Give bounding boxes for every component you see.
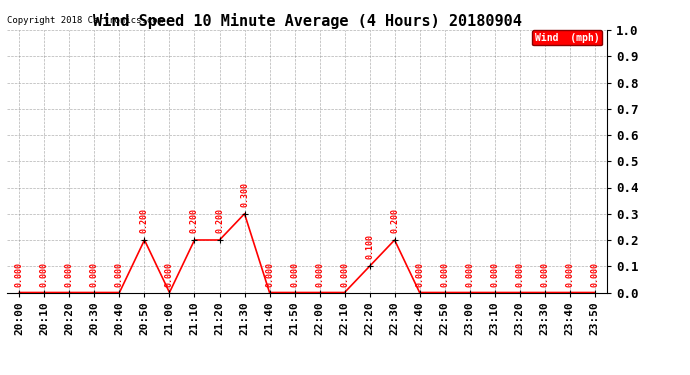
Text: 0.000: 0.000 <box>165 262 174 287</box>
Text: 0.000: 0.000 <box>440 262 449 287</box>
Text: 0.100: 0.100 <box>365 234 374 259</box>
Text: 0.200: 0.200 <box>215 208 224 233</box>
Text: 0.000: 0.000 <box>15 262 24 287</box>
Text: 0.000: 0.000 <box>465 262 474 287</box>
Text: 0.000: 0.000 <box>515 262 524 287</box>
Text: 0.000: 0.000 <box>340 262 349 287</box>
Text: 0.000: 0.000 <box>540 262 549 287</box>
Text: 0.000: 0.000 <box>290 262 299 287</box>
Text: 0.000: 0.000 <box>490 262 499 287</box>
Text: 0.000: 0.000 <box>90 262 99 287</box>
Text: Copyright 2018 Cartronics.com: Copyright 2018 Cartronics.com <box>7 16 163 25</box>
Text: 0.000: 0.000 <box>40 262 49 287</box>
Text: 0.000: 0.000 <box>65 262 74 287</box>
Text: 0.200: 0.200 <box>390 208 399 233</box>
Text: 0.300: 0.300 <box>240 182 249 207</box>
Text: 0.000: 0.000 <box>590 262 599 287</box>
Text: 0.000: 0.000 <box>565 262 574 287</box>
Legend: Wind  (mph): Wind (mph) <box>532 30 602 45</box>
Title: Wind Speed 10 Minute Average (4 Hours) 20180904: Wind Speed 10 Minute Average (4 Hours) 2… <box>92 13 522 29</box>
Text: 0.000: 0.000 <box>265 262 274 287</box>
Text: 0.000: 0.000 <box>415 262 424 287</box>
Text: 0.000: 0.000 <box>115 262 124 287</box>
Text: 0.000: 0.000 <box>315 262 324 287</box>
Text: 0.200: 0.200 <box>190 208 199 233</box>
Text: 0.200: 0.200 <box>140 208 149 233</box>
